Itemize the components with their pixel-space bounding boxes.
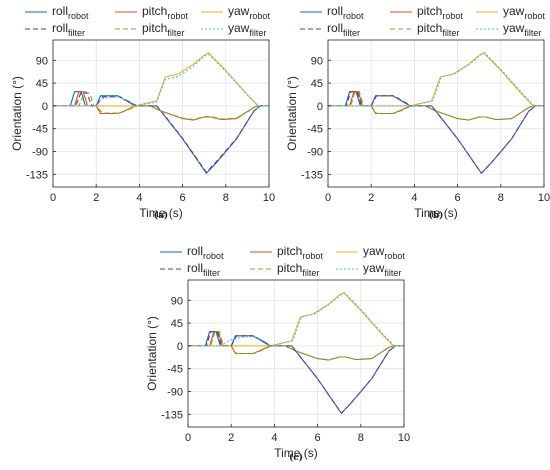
legend-label: pitchfilter xyxy=(417,21,459,38)
plot-area xyxy=(328,40,544,187)
y-tick-label: 90 xyxy=(311,55,323,67)
chart-panel: 0 2 4 6 8 10 -135 -90 -45 0 45 90 Time (s) Orientatio… xyxy=(285,4,550,221)
x-tick-label: 4 xyxy=(271,432,277,444)
x-tick-label: 10 xyxy=(263,192,275,204)
series-line-roll-filter xyxy=(188,331,404,415)
x-tick-label: 0 xyxy=(50,192,56,204)
x-tick-label: 8 xyxy=(358,432,364,444)
legend: rollrobot pitchrobot yawrobot rollfilter pit… xyxy=(160,244,405,278)
legend-label: pitchrobot xyxy=(277,244,323,261)
y-tick-label: 90 xyxy=(36,55,48,67)
legend-label: pitchrobot xyxy=(142,4,188,21)
panel-caption: (b) xyxy=(429,210,444,221)
x-tick-label: 4 xyxy=(411,192,417,204)
series-line-pitch-filter xyxy=(53,92,269,121)
x-tick-label: 4 xyxy=(136,192,142,204)
plot-area xyxy=(188,280,404,427)
x-tick-label: 6 xyxy=(180,192,186,204)
y-axis-label: Orientation (°) xyxy=(10,76,24,151)
legend-label: rollrobot xyxy=(327,4,364,21)
x-tick-label: 2 xyxy=(228,432,234,444)
panel-caption: (c) xyxy=(289,452,303,463)
x-tick-label: 0 xyxy=(185,432,191,444)
legend-label: yawfilter xyxy=(503,21,541,38)
y-tick-label: 45 xyxy=(311,78,323,90)
series-line-yaw-filter xyxy=(53,53,269,107)
x-tick-label: 0 xyxy=(325,192,331,204)
y-axis-label: Orientation (°) xyxy=(145,316,159,391)
legend-label: yawrobot xyxy=(363,244,405,261)
axes-box xyxy=(187,279,405,428)
legend-label: rollfilter xyxy=(187,261,220,278)
y-tick-label: 0 xyxy=(42,101,48,113)
y-tick-label: -90 xyxy=(307,147,323,159)
y-tick-label: 90 xyxy=(171,295,183,307)
x-tick-label: 2 xyxy=(93,192,99,204)
y-tick-label: -45 xyxy=(32,124,48,136)
series-line-yaw-filter xyxy=(328,52,544,107)
legend-label: pitchfilter xyxy=(142,21,184,38)
legend-label: rollfilter xyxy=(52,21,85,38)
x-tick-label: 8 xyxy=(223,192,229,204)
series-line-roll-filter xyxy=(53,91,269,174)
y-tick-label: 0 xyxy=(317,101,323,113)
y-tick-label: -135 xyxy=(26,169,48,181)
x-tick-label: 6 xyxy=(455,192,461,204)
series-line-pitch-filter xyxy=(188,331,404,361)
y-tick-label: -90 xyxy=(167,387,183,399)
x-axis-label: Time (s) xyxy=(274,446,318,460)
x-axis-label: Time (s) xyxy=(414,206,458,220)
legend-label: rollfilter xyxy=(327,21,360,38)
legend-label: rollrobot xyxy=(187,244,224,261)
series-line-roll-filter xyxy=(328,91,544,175)
x-tick-label: 6 xyxy=(315,432,321,444)
x-tick-label: 2 xyxy=(368,192,374,204)
x-tick-label: 8 xyxy=(498,192,504,204)
x-tick-label: 10 xyxy=(538,192,550,204)
y-tick-label: -135 xyxy=(161,409,183,421)
legend: rollrobot pitchrobot yawrobot rollfilter pit… xyxy=(25,4,270,38)
legend: rollrobot pitchrobot yawrobot rollfilter pit… xyxy=(300,4,545,38)
axes-box xyxy=(327,39,545,188)
legend-label: yawfilter xyxy=(363,261,401,278)
x-axis-label: Time (s) xyxy=(139,206,183,220)
y-tick-label: -90 xyxy=(32,147,48,159)
y-tick-label: -45 xyxy=(307,124,323,136)
series-line-yaw-filter xyxy=(188,292,404,347)
legend-label: yawrobot xyxy=(228,4,270,21)
y-tick-label: 0 xyxy=(177,341,183,353)
legend-label: yawrobot xyxy=(503,4,545,21)
y-axis-label: Orientation (°) xyxy=(285,76,299,151)
y-tick-label: -45 xyxy=(167,364,183,376)
x-tick-label: 10 xyxy=(398,432,410,444)
panel-caption: (a) xyxy=(154,210,168,221)
legend-label: pitchrobot xyxy=(417,4,463,21)
plot-area xyxy=(53,40,269,187)
legend-label: yawfilter xyxy=(228,21,266,38)
y-tick-label: 45 xyxy=(36,78,48,90)
series-line-pitch-filter xyxy=(328,91,544,121)
legend-label: rollrobot xyxy=(52,4,89,21)
chart-panel: 0 2 4 6 8 10 -135 -90 -45 0 45 90 Time (s) Orientatio… xyxy=(10,4,275,221)
series-line-yaw-robot xyxy=(53,52,269,107)
axes-box xyxy=(52,39,270,188)
y-tick-label: 45 xyxy=(171,318,183,330)
chart-panel: 0 2 4 6 8 10 -135 -90 -45 0 45 90 Time (s) Orientatio… xyxy=(145,244,410,463)
legend-label: pitchfilter xyxy=(277,261,319,278)
y-tick-label: -135 xyxy=(301,169,323,181)
